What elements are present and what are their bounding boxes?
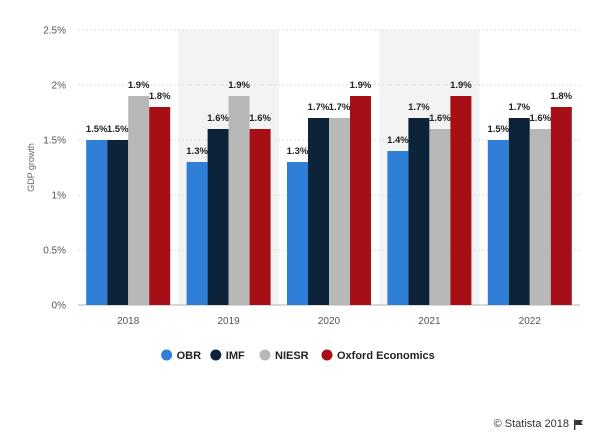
bar[interactable] <box>308 118 329 305</box>
data-label: 1.7% <box>408 102 430 113</box>
flag-icon[interactable] <box>573 419 584 430</box>
y-tick-label: 0% <box>52 301 67 312</box>
data-label: 1.9% <box>350 80 372 91</box>
legend-marker[interactable] <box>161 349 173 361</box>
y-tick-label: 1% <box>52 191 67 202</box>
legend-marker[interactable] <box>321 349 333 361</box>
legend-label[interactable]: IMF <box>226 350 245 362</box>
data-label: 1.6% <box>207 113 229 124</box>
legend-label[interactable]: Oxford Economics <box>337 350 435 362</box>
x-tick-label: 2018 <box>117 316 140 327</box>
bar[interactable] <box>450 96 472 305</box>
bar[interactable] <box>550 107 572 305</box>
x-tick-label: 2021 <box>418 316 441 327</box>
bar[interactable] <box>487 140 509 305</box>
data-label: 1.5% <box>86 124 108 135</box>
y-tick-label: 2.5% <box>43 26 66 37</box>
credit: © Statista 2018 <box>494 418 584 430</box>
data-label: 1.8% <box>550 91 572 102</box>
bar[interactable] <box>329 118 350 305</box>
data-label: 1.7% <box>329 102 351 113</box>
data-label: 1.5% <box>487 124 509 135</box>
x-tick-label: 2019 <box>217 316 240 327</box>
x-tick-label: 2022 <box>519 316 542 327</box>
legend-label[interactable]: NIESR <box>275 350 309 362</box>
data-label: 1.6% <box>249 113 271 124</box>
bar[interactable] <box>186 162 208 305</box>
bar[interactable] <box>350 96 371 305</box>
bar[interactable] <box>387 151 409 305</box>
bar[interactable] <box>228 96 250 305</box>
data-label: 1.6% <box>429 113 451 124</box>
data-label: 1.9% <box>128 80 150 91</box>
y-tick-label: 0.5% <box>43 246 66 257</box>
bar[interactable] <box>207 129 229 305</box>
y-axis-title: GDP growth <box>26 143 36 192</box>
y-tick-label: 2% <box>52 81 67 92</box>
legend-label[interactable]: OBR <box>177 350 202 362</box>
data-label: 1.9% <box>450 80 472 91</box>
bar[interactable] <box>128 96 150 305</box>
data-label: 1.7% <box>508 102 530 113</box>
data-label: 1.5% <box>107 124 129 135</box>
data-label: 1.9% <box>228 80 250 91</box>
bar[interactable] <box>149 107 171 305</box>
data-label: 1.3% <box>287 146 309 157</box>
legend-marker[interactable] <box>259 349 271 361</box>
bar[interactable] <box>408 118 430 305</box>
x-tick-label: 2020 <box>318 316 341 327</box>
bar[interactable] <box>429 129 451 305</box>
bar[interactable] <box>249 129 271 305</box>
credit-text: © Statista 2018 <box>493 418 569 430</box>
data-label: 1.3% <box>186 146 208 157</box>
data-label: 1.6% <box>529 113 551 124</box>
y-tick-label: 1.5% <box>43 136 66 147</box>
bar[interactable] <box>287 162 308 305</box>
bar[interactable] <box>508 118 530 305</box>
legend-marker[interactable] <box>210 349 222 361</box>
bar[interactable] <box>86 140 108 305</box>
data-label: 1.8% <box>149 91 171 102</box>
bar[interactable] <box>529 129 551 305</box>
data-label: 1.7% <box>308 102 330 113</box>
data-label: 1.4% <box>387 135 409 146</box>
bar[interactable] <box>107 140 129 305</box>
